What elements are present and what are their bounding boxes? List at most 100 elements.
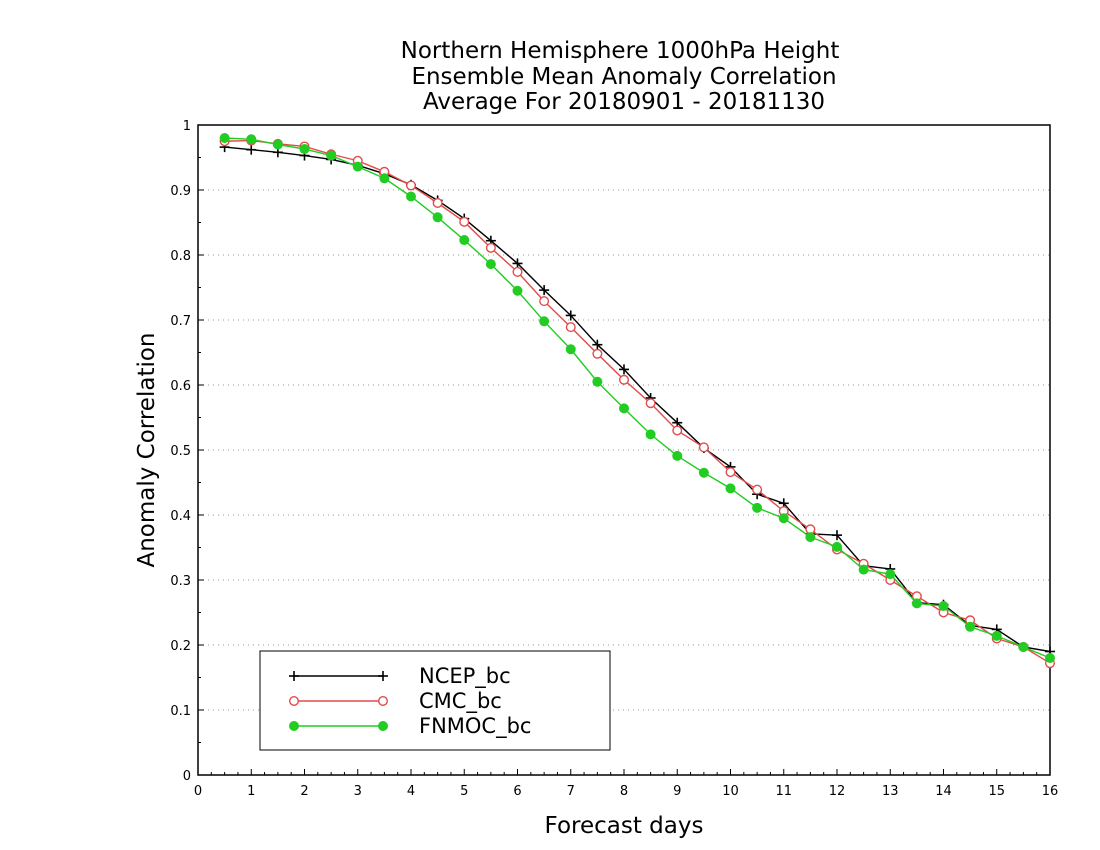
y-tick-label: 0.5 [170, 444, 191, 459]
data-point-FNMOC_bc [406, 191, 416, 202]
data-point-NCEP_bc [565, 310, 576, 321]
data-point-FNMOC_bc [326, 150, 337, 161]
series-NCEP_bc [219, 142, 1055, 657]
y-tick-label: 0.2 [170, 639, 191, 654]
y-axis-tick-labels: 0 0.1 0.2 0.3 0.4 0.5 0.6 0.7 0.8 0.9 1 [170, 119, 191, 784]
y-tick-label: 0 [183, 769, 191, 784]
data-point-FNMOC_bc [911, 598, 922, 609]
chart-title: Northern Hemisphere 1000hPa Height Ensem… [401, 38, 840, 115]
data-point-FNMOC_bc [805, 532, 816, 543]
data-point-FNMOC_bc [565, 344, 576, 355]
data-point-FNMOC_bc [352, 161, 363, 172]
data-point-FNMOC_bc [272, 139, 283, 150]
series-lines [219, 133, 1055, 669]
legend-label: NCEP_bc [419, 664, 511, 689]
data-point-CMC_bc [698, 442, 709, 453]
y-tick-label: 1 [183, 119, 191, 134]
x-tick-label: 16 [1042, 784, 1059, 799]
chart-title-line-3: Average For 20180901 - 20181130 [423, 89, 825, 115]
chart-title-line-1: Northern Hemisphere 1000hPa Height [401, 38, 840, 64]
data-point-FNMOC_bc [485, 259, 496, 270]
data-point-NCEP_bc [512, 258, 523, 269]
y-tick-label: 0.9 [170, 184, 191, 199]
data-point-FNMOC_bc [246, 134, 257, 145]
data-point-CMC_bc [752, 484, 763, 495]
x-tick-label: 11 [775, 784, 792, 799]
x-tick-label: 15 [988, 784, 1005, 799]
data-point-FNMOC_bc [725, 483, 736, 494]
data-point-CMC_bc [512, 266, 523, 277]
data-point-CMC_bc [459, 216, 470, 227]
data-point-FNMOC_bc [299, 144, 310, 155]
data-point-CMC_bc [485, 242, 496, 253]
x-tick-label: 1 [247, 784, 255, 799]
data-point-FNMOC_bc [219, 133, 230, 143]
data-point-CMC_bc [565, 322, 576, 333]
data-point-CMC_bc [432, 197, 443, 208]
grid [198, 124, 1050, 711]
data-point-FNMOC_bc [1045, 653, 1055, 663]
legend-marker [289, 671, 299, 681]
legend-marker [378, 696, 389, 707]
data-point-FNMOC_bc [1018, 641, 1029, 652]
y-tick-label: 0.3 [170, 574, 191, 589]
y-tick-label: 0.7 [170, 314, 191, 329]
series-CMC_bc [219, 135, 1055, 669]
data-point-FNMOC_bc [938, 601, 949, 611]
data-point-CMC_bc [645, 398, 656, 409]
x-tick-label: 10 [722, 784, 739, 799]
chart-title-line-2: Ensemble Mean Anomaly Correlation [411, 64, 836, 90]
x-tick-label: 14 [935, 784, 952, 799]
data-point-NCEP_bc [539, 285, 550, 296]
legend-label: CMC_bc [419, 689, 502, 714]
x-tick-label: 4 [407, 784, 415, 799]
data-point-FNMOC_bc [672, 450, 683, 461]
data-point-CMC_bc [672, 425, 683, 436]
data-point-NCEP_bc [246, 144, 257, 155]
x-tick-label: 0 [194, 784, 202, 799]
x-axis-tick-labels: 0 1 2 3 4 5 6 7 8 9 10 11 12 13 14 15 16 [194, 784, 1058, 799]
data-point-FNMOC_bc [432, 212, 443, 223]
axis-ticks [197, 124, 1051, 776]
legend-marker [378, 671, 388, 681]
series-FNMOC_bc [219, 133, 1055, 663]
y-tick-label: 0.6 [170, 379, 191, 394]
data-point-FNMOC_bc [539, 316, 550, 327]
legend-entry-CMC_bc: CMC_bc [289, 689, 502, 714]
data-point-FNMOC_bc [512, 285, 523, 296]
legend-marker [378, 721, 388, 731]
y-tick-label: 0.8 [170, 249, 191, 264]
data-point-FNMOC_bc [832, 541, 842, 552]
data-point-NCEP_bc [592, 339, 603, 350]
x-tick-label: 7 [567, 784, 575, 799]
x-axis-label: Forecast days [545, 813, 704, 839]
y-tick-label: 0.4 [170, 509, 191, 524]
legend-marker [289, 721, 299, 731]
data-point-FNMOC_bc [778, 513, 789, 524]
legend-marker [289, 696, 300, 707]
data-point-NCEP_bc [832, 530, 842, 541]
y-tick-label: 0.1 [170, 704, 191, 719]
data-point-CMC_bc [406, 180, 417, 191]
data-point-FNMOC_bc [379, 173, 390, 184]
data-point-FNMOC_bc [619, 403, 629, 414]
series-line-CMC_bc [224, 139, 1051, 664]
data-point-FNMOC_bc [991, 630, 1002, 641]
data-point-FNMOC_bc [459, 235, 470, 246]
data-point-CMC_bc [592, 348, 603, 359]
data-point-CMC_bc [725, 467, 736, 478]
x-tick-label: 13 [882, 784, 899, 799]
data-point-FNMOC_bc [858, 564, 869, 575]
x-tick-label: 8 [620, 784, 628, 799]
data-point-FNMOC_bc [752, 502, 763, 513]
data-point-FNMOC_bc [885, 569, 896, 580]
x-tick-label: 5 [460, 784, 468, 799]
data-point-FNMOC_bc [645, 429, 656, 440]
x-tick-label: 3 [354, 784, 362, 799]
data-point-FNMOC_bc [965, 621, 976, 632]
data-point-FNMOC_bc [592, 376, 603, 387]
data-point-NCEP_bc [619, 364, 629, 375]
legend-entry-NCEP_bc: NCEP_bc [289, 664, 511, 689]
